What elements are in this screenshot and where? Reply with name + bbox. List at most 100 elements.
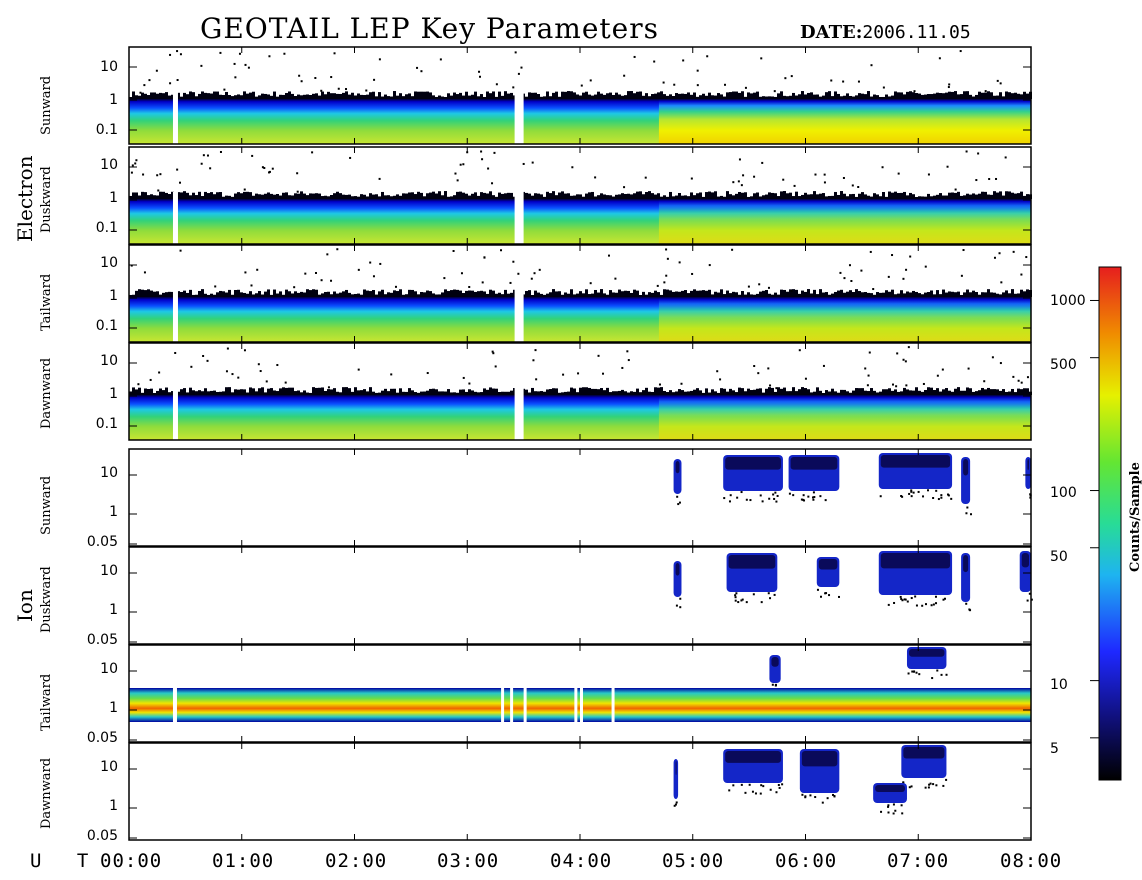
electron-band-edge bbox=[243, 191, 246, 199]
electron-count-dot bbox=[494, 365, 497, 368]
electron-band-edge bbox=[324, 291, 327, 297]
electron-count-dot bbox=[682, 59, 685, 62]
electron-band-edge bbox=[774, 193, 777, 199]
electron-band-edge bbox=[783, 289, 786, 297]
electron-band-edge bbox=[588, 192, 591, 199]
electron-band-edge bbox=[528, 392, 531, 395]
electron-band-edge bbox=[441, 195, 444, 199]
electron-band-edge bbox=[798, 94, 801, 99]
electron-band-edge bbox=[864, 292, 867, 297]
electron-band-edge bbox=[798, 293, 801, 297]
electron-band-edge bbox=[627, 91, 630, 99]
electron-band-edge bbox=[933, 390, 936, 395]
electron-band-edge bbox=[300, 291, 303, 297]
electron-band-edge bbox=[396, 95, 399, 99]
electron-band-edge bbox=[861, 292, 864, 297]
electron-band-edge bbox=[309, 95, 312, 99]
electron-band-edge bbox=[975, 292, 978, 297]
electron-band-edge bbox=[483, 192, 486, 199]
ion-blob-dot bbox=[899, 595, 902, 598]
ion-blob-dot bbox=[932, 497, 935, 500]
ion-blob-dot bbox=[800, 498, 803, 501]
electron-band-edge bbox=[606, 195, 609, 199]
electron-band-edge bbox=[756, 91, 759, 99]
electron-band-edge bbox=[594, 289, 597, 297]
electron-band-edge bbox=[495, 388, 498, 395]
ion-blob-dot bbox=[940, 494, 943, 497]
ion-blob bbox=[673, 759, 679, 799]
electron-count-dot bbox=[158, 371, 161, 374]
electron-band-edge bbox=[861, 192, 864, 199]
electron-band-edge bbox=[621, 193, 624, 199]
electron-band-edge bbox=[531, 387, 534, 395]
electron-band-edge bbox=[525, 96, 528, 99]
electron-band-edge bbox=[774, 96, 777, 99]
electron-band-edge bbox=[681, 290, 684, 297]
data-gap bbox=[172, 388, 178, 440]
electron-band-edge bbox=[357, 93, 360, 99]
electron-band-edge bbox=[906, 291, 909, 297]
electron-band-edge bbox=[939, 294, 942, 297]
electron-band-edge bbox=[570, 289, 573, 297]
electron-count-dot bbox=[206, 359, 209, 362]
electron-band-edge bbox=[552, 289, 555, 297]
electron-band-edge bbox=[273, 390, 276, 395]
electron-band-edge bbox=[642, 95, 645, 99]
electron-band-edge bbox=[363, 289, 366, 297]
electron-band-edge bbox=[897, 92, 900, 99]
electron-band-edge bbox=[750, 196, 753, 199]
electron-band-edge bbox=[315, 93, 318, 99]
electron-band-edge bbox=[315, 193, 318, 199]
electron-band-edge bbox=[270, 294, 273, 297]
electron-band-edge bbox=[615, 391, 618, 395]
ion-blob-dot bbox=[970, 513, 973, 516]
electron-count-dot bbox=[190, 365, 193, 368]
electron-count-dot bbox=[708, 264, 711, 267]
electron-band-edge bbox=[636, 388, 639, 395]
electron-count-dot bbox=[259, 370, 262, 373]
electron-band-edge bbox=[306, 392, 309, 395]
electron-band-edge bbox=[612, 94, 615, 99]
ion-blob-dot bbox=[942, 598, 945, 601]
ion-blob-dot bbox=[915, 671, 918, 674]
electron-band-edge bbox=[672, 96, 675, 99]
electron-band-edge bbox=[981, 191, 984, 199]
electron-band-edge bbox=[780, 289, 783, 297]
electron-band-edge bbox=[951, 192, 954, 199]
electron-band-edge bbox=[807, 289, 810, 297]
electron-band-edge bbox=[804, 94, 807, 99]
electron-band-edge bbox=[162, 191, 165, 199]
electron-band-edge bbox=[855, 289, 858, 297]
ion-blob-dot bbox=[901, 599, 904, 602]
electron-band-edge bbox=[168, 291, 171, 297]
electron-band-edge bbox=[369, 193, 372, 199]
electron-band-edge bbox=[447, 196, 450, 199]
electron-band-edge bbox=[678, 291, 681, 297]
electron-count-dot bbox=[999, 362, 1002, 365]
ion-blob-dot bbox=[908, 492, 911, 495]
electron-band-edge bbox=[156, 291, 159, 297]
electron-band-edge bbox=[783, 191, 786, 199]
electron-band-edge bbox=[936, 92, 939, 99]
electron-band-edge bbox=[987, 91, 990, 99]
electron-band-edge bbox=[1008, 191, 1011, 199]
electron-band-edge bbox=[576, 94, 579, 99]
electron-band-edge bbox=[342, 291, 345, 297]
electron-band-edge bbox=[132, 192, 135, 199]
electron-band-edge bbox=[501, 95, 504, 99]
electron-count-dot bbox=[268, 55, 271, 58]
electron-band-edge bbox=[240, 95, 243, 99]
electron-band-edge bbox=[726, 92, 729, 99]
electron-band-edge bbox=[243, 292, 246, 297]
electron-band-edge bbox=[342, 194, 345, 199]
electron-band-edge bbox=[873, 390, 876, 395]
electron-band-edge bbox=[780, 191, 783, 199]
electron-band-edge bbox=[639, 91, 642, 99]
electron-band-edge bbox=[684, 93, 687, 99]
electron-band-edge bbox=[609, 392, 612, 395]
electron-band-edge bbox=[819, 96, 822, 99]
electron-band-edge bbox=[504, 193, 507, 199]
electron-band-edge bbox=[453, 195, 456, 199]
electron-band-edge bbox=[243, 91, 246, 99]
electron-band-edge bbox=[231, 294, 234, 297]
